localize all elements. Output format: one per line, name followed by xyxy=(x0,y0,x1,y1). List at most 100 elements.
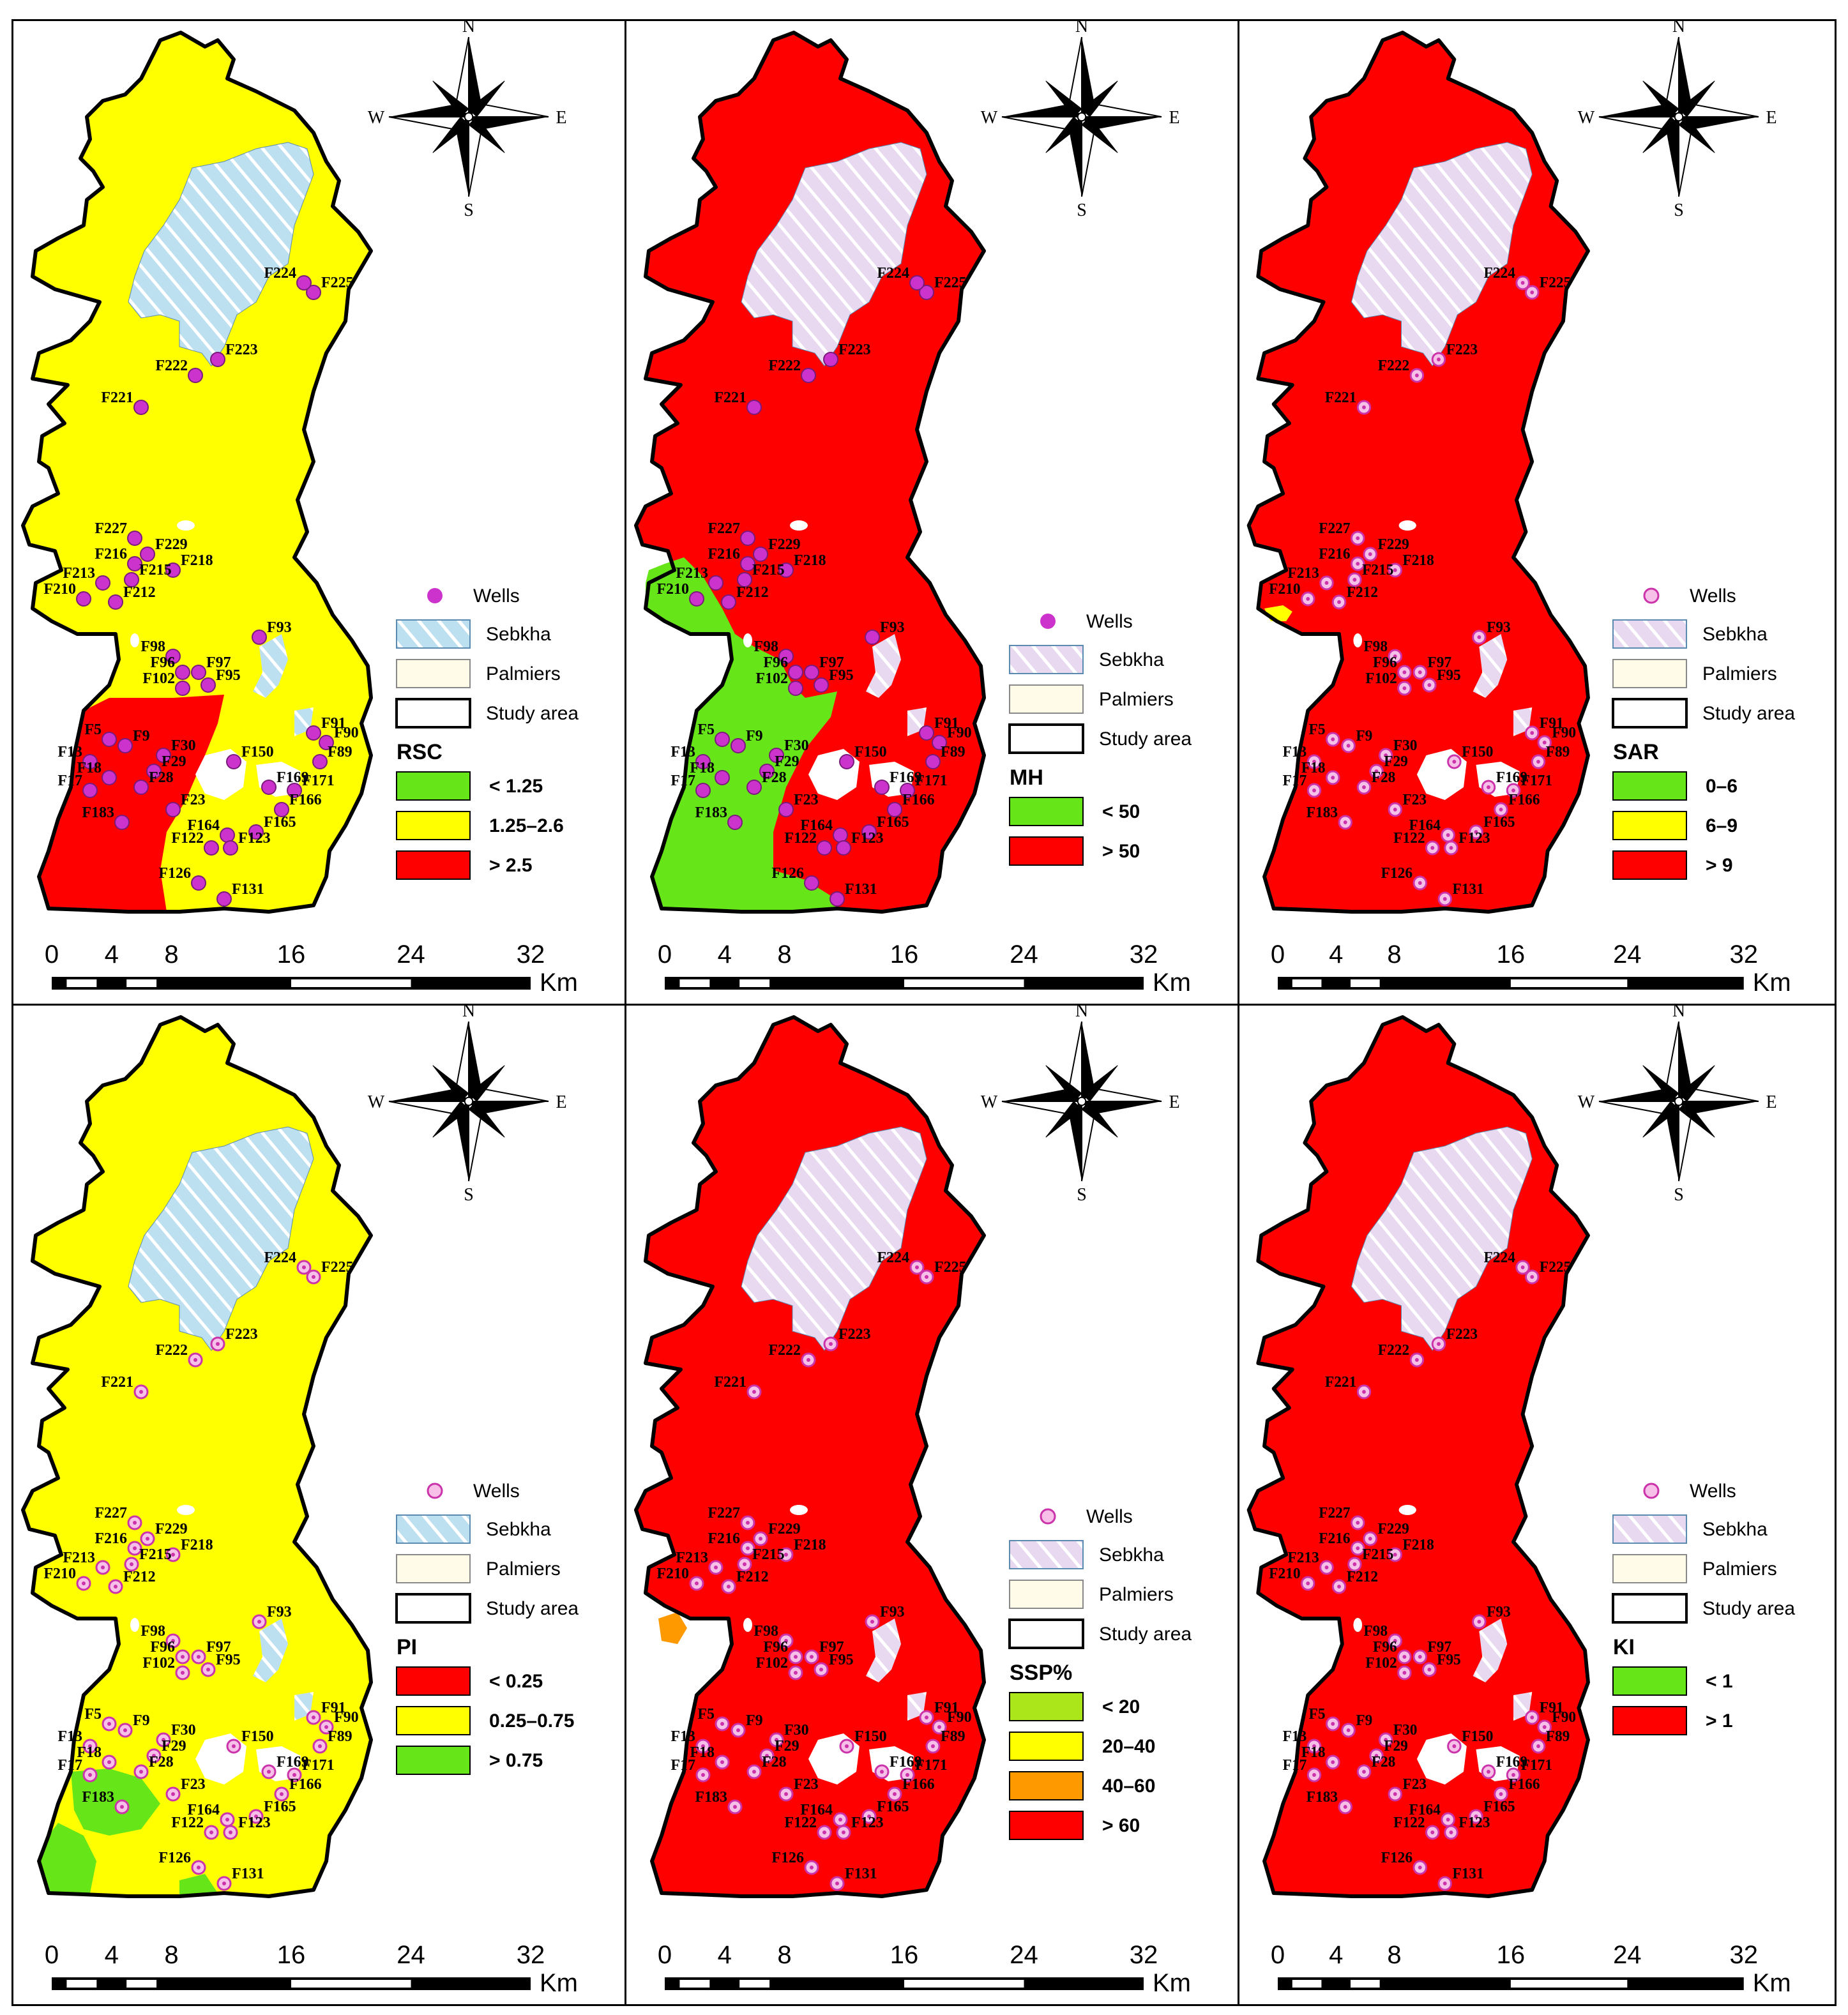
well-label: F93 xyxy=(1487,1604,1511,1620)
compass-label-w: W xyxy=(981,108,998,128)
legend-palmiers-label: Palmiers xyxy=(486,663,561,684)
compass-diagonal xyxy=(1678,116,1715,153)
scale-tick-label: 16 xyxy=(890,1941,919,1969)
well-label: F223 xyxy=(225,1326,258,1343)
well-label: F29 xyxy=(775,753,799,770)
sebkha-area xyxy=(253,1619,288,1682)
well-label: F221 xyxy=(101,1374,133,1391)
legend: Wells Sebkha Palmiers Study area KI < 1 > 1 xyxy=(1612,1481,1795,1735)
well-label: F13 xyxy=(670,1728,695,1745)
well-marker xyxy=(804,665,819,680)
well-label: F131 xyxy=(1452,1866,1483,1882)
legend-sebkha-label: Sebkha xyxy=(1099,1544,1164,1566)
legend-study-area-label: Study area xyxy=(1702,1598,1795,1619)
scale-unit-label: Km xyxy=(1753,1969,1791,1997)
well-marker-center xyxy=(222,1882,226,1885)
well-marker-center xyxy=(1418,670,1422,674)
compass-diagonal xyxy=(1045,1065,1082,1102)
well-marker xyxy=(900,783,915,798)
class-zone xyxy=(39,695,224,912)
well-marker-center xyxy=(1452,1744,1457,1748)
well-marker-center xyxy=(1446,833,1450,837)
well-marker-center xyxy=(197,1866,201,1869)
well-label: F28 xyxy=(149,1754,174,1770)
well-label: F223 xyxy=(1446,1326,1478,1343)
well-marker xyxy=(156,748,171,763)
well-label: F98 xyxy=(1363,638,1388,655)
legend-study-area-label: Study area xyxy=(1702,703,1795,724)
well-marker-center xyxy=(1331,737,1335,741)
well-marker-center xyxy=(1437,358,1441,361)
north-arrow: N S E W xyxy=(1578,21,1777,220)
well-label: F13 xyxy=(57,1728,82,1745)
well-marker-center xyxy=(1499,1792,1503,1796)
well-marker-center xyxy=(1499,808,1503,811)
well-label: F216 xyxy=(95,546,127,562)
well-marker-center xyxy=(225,1818,229,1822)
compass-diagonal xyxy=(1642,80,1679,117)
well-label: F90 xyxy=(947,1709,972,1726)
well-label: F90 xyxy=(334,725,359,741)
map-panel-sar: F225 F224 F223 F222 F221 F227 F229 F218 F216 F215… xyxy=(1238,19,1837,1006)
well-marker-center xyxy=(1474,830,1478,834)
well-label: F9 xyxy=(133,1712,150,1729)
well-label: F91 xyxy=(1540,715,1564,732)
well-marker-center xyxy=(130,1562,133,1566)
scale-bar-segment xyxy=(66,1980,97,1988)
legend-class-swatch xyxy=(396,811,471,840)
legend-class-swatch xyxy=(1612,811,1687,840)
well-marker-center xyxy=(1312,789,1316,792)
well-marker-center xyxy=(1346,744,1351,748)
legend-sebkha-label: Sebkha xyxy=(1702,1519,1768,1540)
compass-center xyxy=(1077,1096,1087,1106)
legend-class-label: 40–60 xyxy=(1102,1776,1155,1797)
compass-label-e: E xyxy=(556,1092,566,1112)
well-marker xyxy=(226,754,241,769)
well-label: F215 xyxy=(139,562,172,578)
well-marker-center xyxy=(905,1773,909,1777)
well-marker-center xyxy=(1430,846,1435,850)
well-marker-center xyxy=(1331,1760,1335,1764)
well-label: F222 xyxy=(768,1342,801,1359)
well-marker xyxy=(165,649,181,664)
well-label: F171 xyxy=(1521,773,1552,789)
compass-label-n: N xyxy=(1672,21,1685,36)
well-marker-center xyxy=(701,1744,705,1748)
well-label: F98 xyxy=(754,638,778,655)
compass-e-dark xyxy=(1679,1101,1759,1114)
compass-center xyxy=(464,112,474,122)
scale-tick-label: 32 xyxy=(1130,940,1158,969)
well-marker-center xyxy=(1414,1358,1419,1362)
well-label: F122 xyxy=(171,830,204,847)
well-marker xyxy=(133,400,149,415)
compass-label-s: S xyxy=(1674,200,1684,220)
legend-palmiers-label: Palmiers xyxy=(1702,663,1777,684)
well-label: F222 xyxy=(155,1342,188,1359)
scale-tick-label: 8 xyxy=(164,940,178,969)
well-marker xyxy=(140,547,155,562)
well-label: F171 xyxy=(1521,1757,1552,1774)
well-label: F122 xyxy=(784,1815,817,1831)
well-marker-center xyxy=(1362,1770,1366,1774)
compass-label-e: E xyxy=(1766,1092,1776,1112)
well-marker xyxy=(932,735,947,750)
well-label: F96 xyxy=(1373,654,1397,671)
well-label: F165 xyxy=(264,1799,296,1815)
well-label: F13 xyxy=(1283,744,1307,760)
well-marker xyxy=(814,677,829,693)
scale-bar-segment xyxy=(126,1980,157,1988)
well-marker-center xyxy=(701,1773,705,1777)
well-marker-center xyxy=(107,1760,111,1764)
well-marker-center xyxy=(720,1722,724,1726)
well-marker-center xyxy=(784,1553,788,1557)
well-label: F102 xyxy=(1365,1655,1397,1672)
well-label: F89 xyxy=(941,1728,966,1745)
palmiers-area xyxy=(790,1505,808,1515)
well-label: F90 xyxy=(1552,1709,1576,1726)
legend-class-swatch xyxy=(396,1666,471,1696)
well-marker xyxy=(175,665,190,680)
legend-class-swatch xyxy=(1612,771,1687,801)
well-label: F5 xyxy=(697,1706,715,1723)
